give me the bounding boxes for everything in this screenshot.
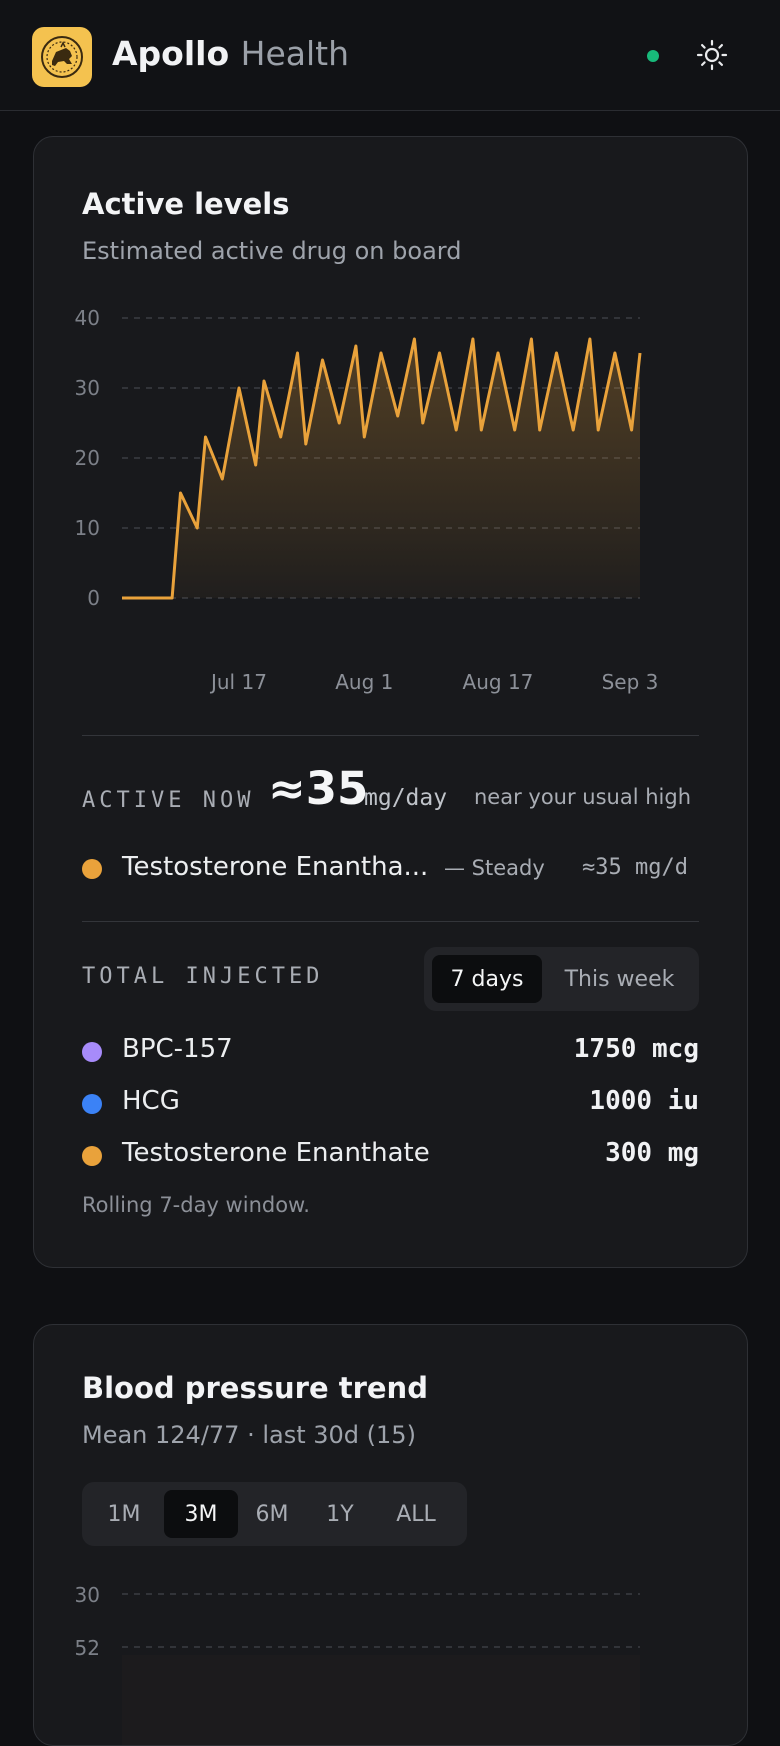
footnote: Rolling 7-day window. — [82, 1193, 310, 1217]
y-tick-label: 10 — [75, 516, 100, 540]
app-header: Apollo Health — [0, 0, 780, 111]
list-item-dot — [82, 1094, 102, 1114]
card-subtitle: Mean 124/77 · last 30d (15) — [82, 1421, 416, 1449]
range-all[interactable]: ALL — [396, 1501, 436, 1527]
range-1m[interactable]: 1M — [107, 1501, 141, 1527]
active-now-hint: near your usual high — [474, 785, 692, 809]
app-logo[interactable] — [32, 27, 92, 87]
x-tick-label: Aug 1 — [335, 670, 393, 694]
tab-7-days[interactable]: 7 days — [432, 955, 542, 1003]
card-title: Blood pressure trend — [82, 1371, 428, 1405]
current-drug-value: ≈35 mg/d — [582, 855, 688, 880]
list-item-dot — [82, 1042, 102, 1062]
list-item-amount: 300 mg — [605, 1138, 699, 1168]
list-item-name: HCG — [122, 1086, 180, 1116]
current-drug-dot — [82, 859, 102, 879]
y-tick-label: 30 — [75, 1583, 100, 1607]
x-tick-label: Sep 3 — [602, 670, 659, 694]
active-levels-chart: 0 10 20 30 40 Jul 17 Aug 1 Aug 17 Sep 3 — [75, 306, 659, 694]
current-drug-name: Testosterone Enantha... — [122, 852, 429, 882]
period-segmented-control: 7 days This week — [424, 947, 699, 1011]
active-now-value: ≈35 — [268, 762, 369, 815]
divider — [82, 735, 699, 736]
card-title: Active levels — [82, 187, 290, 221]
x-tick-label: Jul 17 — [209, 670, 267, 694]
brand-main: Apollo — [112, 34, 230, 73]
x-tick-label: Aug 17 — [463, 670, 534, 694]
list-item-dot — [82, 1146, 102, 1166]
tab-this-week[interactable]: This week — [564, 966, 675, 992]
y-tick-label: 0 — [87, 586, 100, 610]
divider — [82, 921, 699, 922]
list-item-amount: 1750 mcg — [573, 1034, 699, 1064]
range-segmented-control: 1M 3M 6M 1Y ALL — [82, 1482, 467, 1546]
brand-sub: Health — [240, 34, 350, 73]
theme-toggle-button[interactable] — [695, 38, 729, 72]
active-now-unit: mg/day — [364, 785, 448, 811]
active-levels-card: Active levels Estimated active drug on b… — [33, 136, 748, 1268]
range-1y[interactable]: 1Y — [326, 1501, 354, 1527]
y-tick-label: 20 — [75, 446, 100, 470]
sun-icon — [696, 39, 728, 71]
lion-emblem-icon — [41, 36, 83, 78]
series-line — [122, 337, 642, 600]
y-tick-label: 52 — [75, 1636, 100, 1660]
list-item-amount: 1000 iu — [589, 1086, 699, 1116]
range-3m[interactable]: 3M — [164, 1490, 238, 1538]
series-area — [122, 339, 640, 598]
app-brand: Apollo Health — [112, 34, 349, 74]
bp-range-band — [122, 1655, 640, 1745]
blood-pressure-chart: 30 52 — [75, 1583, 640, 1745]
y-tick-label: 40 — [75, 306, 100, 330]
status-indicator — [647, 50, 659, 62]
list-item-name: BPC-157 — [122, 1034, 233, 1064]
active-now-label: ACTIVE NOW — [82, 788, 255, 813]
card-subtitle: Estimated active drug on board — [82, 237, 462, 265]
current-drug-trend: — Steady — [444, 856, 545, 880]
y-tick-label: 30 — [75, 376, 100, 400]
total-injected-label: TOTAL INJECTED — [82, 964, 324, 989]
range-6m[interactable]: 6M — [255, 1501, 289, 1527]
blood-pressure-card: Blood pressure trend Mean 124/77 · last … — [33, 1324, 748, 1746]
list-item-name: Testosterone Enanthate — [122, 1138, 430, 1168]
